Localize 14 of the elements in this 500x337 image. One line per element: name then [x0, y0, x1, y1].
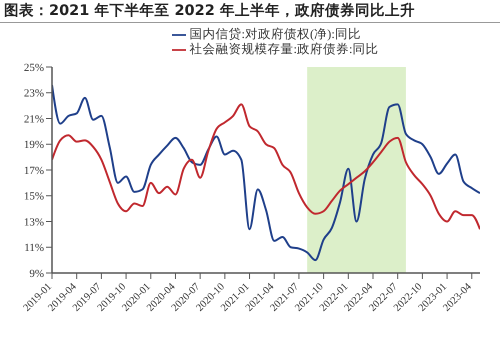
y-tick-label: 9%: [29, 268, 44, 280]
y-tick-label: 17%: [24, 164, 44, 177]
chart-title: 图表：2021 年下半年至 2022 年上半年，政府债券同比上升: [0, 0, 500, 23]
y-tick-label: 23%: [24, 88, 44, 100]
y-tick-label: 19%: [24, 139, 44, 152]
y-tick-label: 21%: [24, 113, 44, 126]
line-series: [52, 103, 480, 230]
y-tick-label: 15%: [24, 190, 44, 203]
y-tick-label: 25%: [24, 62, 44, 74]
line-series: [52, 84, 480, 262]
legend-label: 社会融资规模存量:政府债券:同比: [190, 42, 378, 56]
legend-label: 国内信贷:对政府债权(净):同比: [190, 27, 361, 41]
y-tick-label: 11%: [24, 242, 44, 254]
y-tick-label: 13%: [24, 216, 44, 228]
